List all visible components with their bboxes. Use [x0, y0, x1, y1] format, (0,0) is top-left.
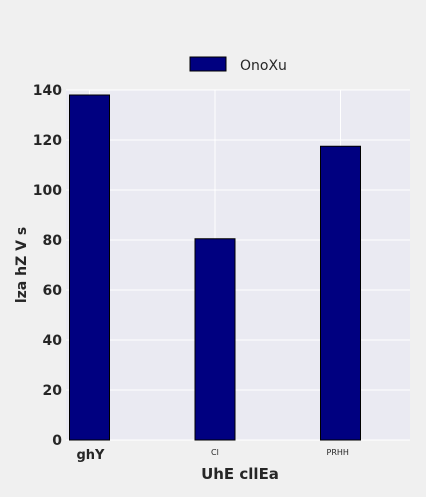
y-tick-label: 140 [33, 83, 62, 99]
bar-cl [194, 238, 236, 441]
bar-ghy [69, 94, 110, 441]
y-tick-label: 20 [43, 383, 63, 399]
y-tick-labels: 0 20 40 60 80 100 120 140 [33, 83, 62, 449]
x-tick-label: PRHH [327, 448, 349, 457]
y-axis-label: lza hZ V s [14, 227, 30, 303]
x-tick-label: Cl [211, 448, 219, 457]
y-tick-label: 120 [33, 133, 62, 149]
y-tick-label: 0 [52, 433, 62, 449]
bar-prhh [320, 145, 361, 441]
legend-label: OnoXu [240, 58, 287, 74]
x-tick-label: ghY [77, 448, 106, 463]
y-tick-label: 40 [43, 333, 63, 349]
y-tick-label: 60 [43, 283, 63, 299]
x-tick-labels: ghY Cl PRHH [77, 448, 349, 463]
legend: OnoXu [189, 56, 287, 74]
y-tick-label: 80 [43, 233, 63, 249]
legend-swatch [189, 56, 227, 72]
bars [69, 94, 361, 441]
y-tick-label: 100 [33, 183, 62, 199]
x-axis-label: UhE cllEa [201, 465, 279, 483]
